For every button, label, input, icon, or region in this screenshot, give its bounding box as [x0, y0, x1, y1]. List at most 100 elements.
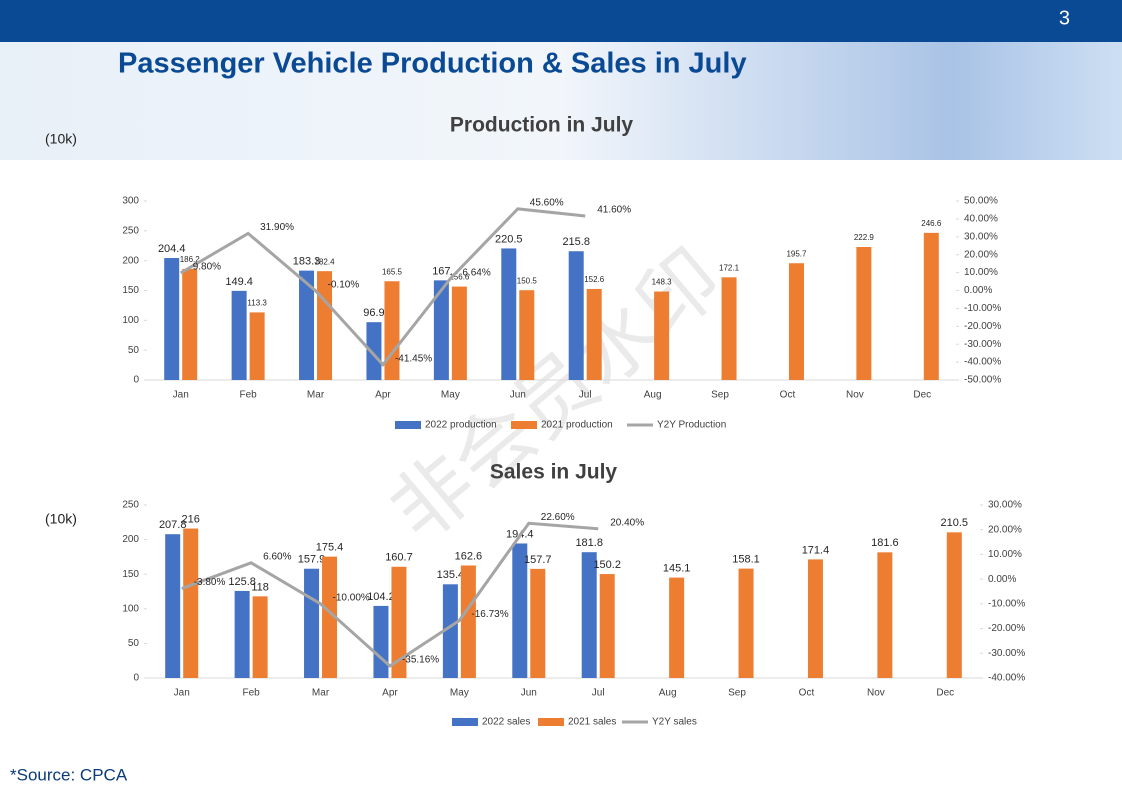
x-tick-label: May — [441, 390, 460, 401]
legend-swatch — [511, 421, 537, 429]
bar — [923, 232, 939, 380]
chart-title: Sales in July — [490, 461, 618, 484]
bar-label: 162.6 — [455, 550, 483, 562]
y-tick-label: 200 — [122, 534, 139, 545]
x-tick-label: Sep — [728, 688, 746, 699]
bar-label: 118 — [251, 581, 269, 593]
x-tick-label: Jul — [579, 390, 592, 401]
bar — [519, 290, 535, 380]
x-tick-label: Jul — [592, 688, 605, 699]
y-tick-label: 100 — [122, 603, 139, 614]
x-tick-label: Feb — [240, 390, 258, 401]
chart-title: Production in July — [450, 114, 633, 137]
bar — [807, 559, 823, 678]
x-tick-label: Mar — [312, 688, 330, 699]
y-tick-label: 250 — [122, 225, 139, 236]
x-tick-label: Jun — [510, 390, 526, 401]
y2-tick-label: 20.00% — [988, 524, 1022, 535]
bar — [234, 590, 250, 678]
unit-label: (10k) — [45, 131, 77, 147]
line-label: 9.80% — [193, 262, 221, 273]
legend-label: 2021 sales — [568, 717, 616, 728]
x-tick-label: Sep — [711, 390, 729, 401]
legend-label: 2021 production — [541, 420, 613, 431]
bar — [183, 528, 199, 678]
line-label: -10.00% — [333, 592, 370, 603]
bar — [299, 270, 315, 380]
y2-tick-label: -10.00% — [964, 303, 1001, 314]
bar — [788, 263, 804, 380]
bar-label: 186.2 — [180, 255, 201, 264]
legend-label: Y2Y sales — [652, 717, 697, 728]
legend-label: Y2Y Production — [657, 420, 726, 431]
x-tick-label: Dec — [913, 390, 931, 401]
y2-tick-label: -20.00% — [964, 321, 1001, 332]
y-tick-label: 150 — [122, 569, 139, 580]
y-tick-label: 0 — [133, 375, 139, 386]
page-number: 3 — [1059, 7, 1070, 29]
line-label: 31.90% — [260, 222, 294, 233]
x-tick-label: Aug — [644, 390, 662, 401]
legend-swatch — [538, 718, 564, 726]
line-label: 45.60% — [530, 198, 564, 209]
bar-label: 158.1 — [732, 554, 760, 566]
y2-tick-label: -40.00% — [988, 673, 1025, 684]
y2-tick-label: -10.00% — [988, 598, 1025, 609]
x-tick-label: Dec — [936, 688, 954, 699]
unit-label: (10k) — [45, 511, 77, 527]
bar-label: 195.7 — [786, 249, 807, 258]
legend-label: 2022 production — [425, 420, 497, 431]
bar-label: 135.4 — [437, 569, 465, 581]
y2-tick-label: 20.00% — [964, 249, 998, 260]
y-tick-label: 0 — [133, 673, 139, 684]
line-label: 6.60% — [263, 551, 291, 562]
y2-tick-label: 30.00% — [964, 231, 998, 242]
x-tick-label: Oct — [780, 390, 796, 401]
x-tick-label: Nov — [846, 390, 864, 401]
y-tick-label: 50 — [128, 638, 140, 649]
bar-label: 148.3 — [652, 278, 673, 287]
x-tick-label: Feb — [243, 688, 261, 699]
bar-label: 156.6 — [449, 273, 470, 282]
line-label: -3.80% — [194, 577, 226, 588]
legend-label: 2022 sales — [482, 717, 530, 728]
bar-label: 210.5 — [941, 517, 969, 529]
x-tick-label: Nov — [867, 688, 885, 699]
y2-tick-label: -30.00% — [964, 339, 1001, 350]
legend-swatch — [395, 421, 421, 429]
x-tick-label: Apr — [382, 688, 398, 699]
bar-label: 150.2 — [593, 559, 621, 571]
bar — [856, 247, 872, 380]
y2-tick-label: -20.00% — [988, 623, 1025, 634]
bar-label: 157.9 — [298, 554, 326, 566]
y2-tick-label: 30.00% — [988, 500, 1022, 511]
bar-label: 216 — [182, 513, 200, 525]
bar — [249, 312, 265, 380]
bar — [586, 288, 602, 380]
y2-tick-label: 10.00% — [988, 549, 1022, 560]
y-tick-label: 250 — [122, 500, 139, 511]
bar — [182, 268, 198, 380]
bar — [304, 568, 320, 678]
bar — [721, 277, 737, 380]
y-tick-label: 100 — [122, 315, 139, 326]
y2-tick-label: 50.00% — [964, 196, 998, 207]
x-tick-label: Mar — [307, 390, 325, 401]
y-tick-label: 150 — [122, 285, 139, 296]
bar-label: 220.5 — [495, 233, 523, 245]
line-label: -0.10% — [328, 279, 360, 290]
bar-label: 125.8 — [228, 576, 256, 588]
bar — [231, 290, 247, 380]
bar-label: 181.6 — [871, 537, 899, 549]
bar — [252, 596, 268, 678]
bar-label: 113.3 — [247, 299, 267, 308]
bar — [568, 251, 584, 380]
bar-label: 246.6 — [921, 219, 942, 228]
bar-label: 152.6 — [584, 275, 605, 284]
line-label: 6.64% — [462, 267, 490, 278]
bar — [654, 291, 670, 380]
bar — [373, 605, 389, 678]
line-label: -16.73% — [471, 609, 508, 620]
bar-label: 165.5 — [382, 267, 403, 276]
x-tick-label: Jun — [521, 688, 537, 699]
